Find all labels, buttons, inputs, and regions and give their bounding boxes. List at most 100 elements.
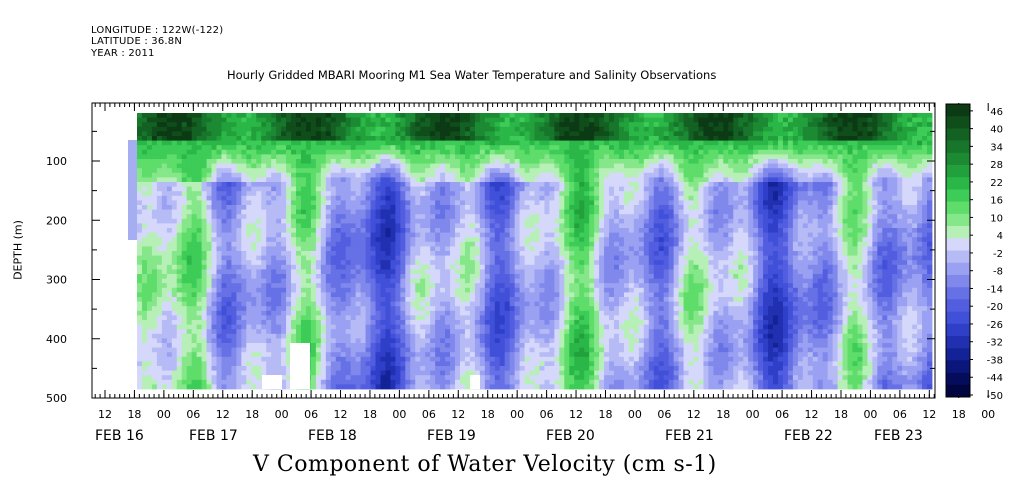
heatmap-cell: [206, 159, 212, 164]
heatmap-cell: [226, 251, 232, 256]
heatmap-cell: [504, 122, 511, 128]
heatmap-cell: [822, 186, 829, 192]
heatmap-cell: [296, 131, 302, 137]
heatmap-cell: [698, 145, 704, 151]
heatmap-cell: [683, 163, 689, 169]
heatmap-cell: [355, 246, 361, 252]
heatmap-cell: [335, 136, 342, 141]
heatmap-cell: [271, 113, 277, 118]
heatmap-cell: [628, 191, 635, 197]
heatmap-cell: [907, 218, 913, 224]
heatmap-cell: [365, 246, 371, 252]
heatmap-cell: [604, 149, 610, 155]
heatmap-cell: [186, 241, 193, 247]
heatmap-cell: [812, 232, 819, 238]
heatmap-cell: [738, 186, 744, 192]
heatmap-cell: [698, 159, 704, 164]
heatmap-cell: [256, 172, 262, 178]
heatmap-cell: [887, 186, 893, 192]
heatmap-cell: [922, 149, 928, 155]
heatmap-cell: [703, 145, 709, 151]
heatmap-cell: [385, 228, 391, 233]
heatmap-cell: [758, 113, 764, 118]
heatmap-cell: [773, 241, 779, 247]
heatmap-cell: [643, 140, 650, 146]
heatmap-cell: [375, 246, 381, 252]
heatmap-cell: [345, 241, 352, 247]
heatmap-cell: [817, 154, 824, 160]
heatmap-cell: [325, 172, 332, 178]
heatmap-cell: [484, 126, 491, 132]
heatmap-cell: [623, 186, 630, 192]
heatmap-cell: [589, 251, 595, 256]
heatmap-cell: [738, 136, 744, 141]
heatmap-cell: [509, 186, 516, 192]
heatmap-cell: [922, 251, 928, 256]
heatmap-cell: [614, 218, 620, 224]
heatmap-cell: [728, 246, 734, 252]
heatmap-cell: [832, 218, 838, 224]
heatmap-cell: [917, 154, 923, 160]
heatmap-cell: [723, 186, 729, 192]
heatmap-cell: [693, 163, 699, 169]
heatmap-cell: [315, 246, 322, 252]
heatmap-cell: [166, 255, 173, 261]
heatmap-cell: [782, 113, 789, 118]
heatmap-cell: [325, 205, 332, 210]
heatmap-cell: [410, 232, 416, 238]
heatmap-cell: [847, 145, 853, 151]
heatmap-cell: [151, 251, 158, 256]
heatmap-cell: [216, 172, 222, 178]
heatmap-cell: [768, 191, 774, 197]
heatmap-cell: [832, 195, 838, 201]
heatmap-cell: [917, 182, 923, 187]
heatmap-cell: [768, 172, 774, 178]
heatmap-cell: [360, 209, 366, 215]
heatmap-cell: [450, 163, 456, 169]
heatmap-cell: [375, 117, 381, 123]
heatmap-cell: [191, 251, 198, 256]
heatmap-cell: [236, 251, 242, 256]
heatmap-cell: [365, 113, 371, 118]
heatmap-cell: [812, 168, 819, 174]
heatmap-cell: [519, 177, 525, 183]
heatmap-cell: [137, 232, 143, 238]
heatmap-cell: [216, 228, 222, 233]
heatmap-cell: [450, 168, 456, 174]
heatmap-cell: [897, 246, 903, 252]
heatmap-cell: [400, 126, 406, 132]
heatmap-cell: [350, 241, 357, 247]
heatmap-cell: [713, 131, 719, 137]
heatmap-cell: [802, 131, 809, 137]
heatmap-cell: [628, 237, 635, 243]
heatmap-cell: [638, 168, 645, 174]
heatmap-cell: [400, 205, 406, 210]
heatmap-cell: [415, 228, 421, 233]
heatmap-cell: [897, 131, 903, 137]
heatmap-cell: [151, 126, 158, 132]
heatmap-cell: [877, 159, 883, 164]
heatmap-cell: [638, 209, 645, 215]
heatmap-cell: [281, 177, 287, 183]
heatmap-cell: [773, 223, 779, 229]
heatmap-cell: [251, 214, 257, 220]
heatmap-cell: [435, 237, 441, 243]
heatmap-cell: [718, 218, 724, 224]
heatmap-cell: [181, 163, 188, 169]
heatmap-cell: [733, 136, 739, 141]
heatmap-cell: [807, 177, 814, 183]
heatmap-cell: [683, 241, 689, 247]
heatmap-cell: [604, 186, 610, 192]
heatmap-cell: [683, 145, 689, 151]
heatmap-cell: [867, 209, 873, 215]
heatmap-cell: [559, 168, 565, 174]
heatmap-cell: [912, 241, 918, 247]
heatmap-cell: [708, 223, 714, 229]
heatmap-cell: [459, 163, 466, 169]
heatmap-cell: [350, 131, 357, 137]
heatmap-cell: [594, 214, 600, 220]
heatmap-cell: [231, 195, 237, 201]
heatmap-cell: [266, 200, 272, 206]
heatmap-cell: [156, 159, 163, 164]
heatmap-cell: [370, 209, 376, 215]
